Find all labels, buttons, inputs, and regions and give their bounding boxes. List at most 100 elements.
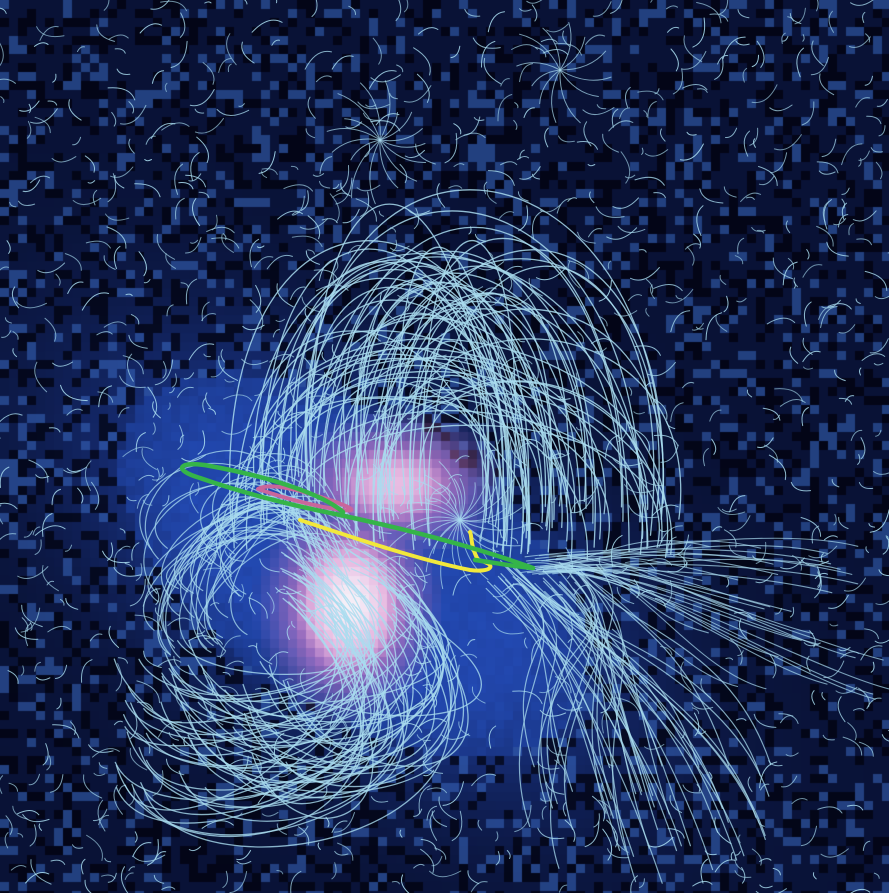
- field-line: [792, 554, 802, 571]
- field-line: [183, 372, 195, 380]
- field-line: [878, 569, 889, 577]
- field-line: [641, 147, 644, 155]
- field-line: [269, 469, 301, 481]
- field-line: [0, 7, 7, 14]
- field-line: [595, 206, 625, 218]
- field-line: [561, 564, 574, 570]
- field-line: [85, 240, 111, 249]
- field-line: [684, 243, 701, 250]
- field-line: [379, 507, 399, 520]
- field-line: [669, 795, 682, 814]
- field-line: [190, 152, 200, 181]
- field-line: [526, 0, 543, 4]
- field-line: [188, 846, 201, 852]
- field-line: [422, 684, 434, 688]
- field-line: [52, 361, 74, 367]
- field-line: [589, 191, 595, 204]
- field-line: [290, 165, 299, 170]
- field-line: [304, 357, 314, 381]
- field-line: [218, 686, 239, 696]
- field-line: [41, 565, 59, 592]
- field-line: [386, 380, 500, 548]
- field-line: [387, 519, 461, 549]
- field-line: [130, 314, 140, 325]
- field-line: [562, 802, 567, 817]
- field-line: [22, 814, 50, 823]
- field-line: [202, 62, 215, 85]
- field-line: [154, 359, 174, 386]
- field-line: [831, 479, 840, 488]
- field-line: [269, 651, 289, 662]
- field-line: [372, 285, 530, 550]
- field-line: [459, 519, 489, 580]
- field-line: [190, 239, 199, 244]
- field-line: [581, 441, 587, 459]
- field-line: [307, 249, 315, 255]
- field-line: [114, 48, 126, 54]
- field-line: [181, 454, 207, 462]
- field-line: [0, 42, 4, 66]
- field-line: [211, 214, 218, 231]
- field-line: [455, 455, 470, 463]
- field-line: [711, 438, 717, 455]
- field-line: [266, 591, 275, 614]
- field-line: [128, 101, 135, 114]
- field-line: [714, 57, 724, 80]
- field-line: [725, 127, 738, 139]
- field-line: [390, 227, 396, 233]
- field-line: [221, 493, 239, 506]
- field-line: [545, 558, 767, 690]
- field-line: [203, 353, 211, 358]
- green-loop: [179, 461, 536, 571]
- field-line: [791, 798, 808, 805]
- field-line: [378, 210, 385, 217]
- field-line: [857, 454, 861, 465]
- field-line: [180, 615, 404, 799]
- field-line: [449, 655, 456, 680]
- field-line: [44, 317, 57, 342]
- field-line: [422, 740, 428, 763]
- field-line: [523, 107, 535, 118]
- field-line: [355, 644, 376, 653]
- field-line: [404, 149, 425, 159]
- field-line: [448, 473, 462, 480]
- field-line: [177, 424, 184, 450]
- field-line: [248, 645, 258, 649]
- field-line: [537, 827, 565, 840]
- field-line: [153, 874, 165, 884]
- field-line: [291, 211, 300, 216]
- field-line: [408, 502, 461, 521]
- field-line: [202, 397, 207, 413]
- field-line: [847, 804, 864, 811]
- field-line: [859, 367, 862, 376]
- pink-loop: [256, 484, 354, 513]
- field-line: [12, 348, 18, 358]
- field-line: [495, 831, 499, 842]
- field-line: [737, 650, 744, 657]
- field-line: [291, 620, 296, 628]
- field-line: [257, 788, 284, 804]
- field-line: [559, 884, 568, 893]
- field-line: [841, 198, 846, 209]
- field-line: [873, 362, 884, 366]
- field-line: [759, 858, 772, 862]
- field-line: [379, 128, 423, 142]
- field-line: [817, 572, 822, 589]
- field-line: [760, 783, 770, 791]
- field-line: [166, 304, 174, 317]
- field-line: [147, 386, 158, 418]
- field-line: [84, 460, 92, 491]
- field-line: [378, 461, 384, 475]
- field-line: [429, 870, 462, 878]
- field-line: [759, 884, 773, 889]
- field-line: [507, 583, 522, 589]
- field-line: [606, 227, 638, 240]
- field-line: [602, 828, 613, 861]
- field-line: [17, 833, 24, 838]
- field-line: [356, 184, 381, 192]
- field-line: [218, 58, 232, 73]
- field-line: [201, 820, 234, 829]
- field-line: [459, 478, 515, 521]
- field-line: [180, 282, 189, 288]
